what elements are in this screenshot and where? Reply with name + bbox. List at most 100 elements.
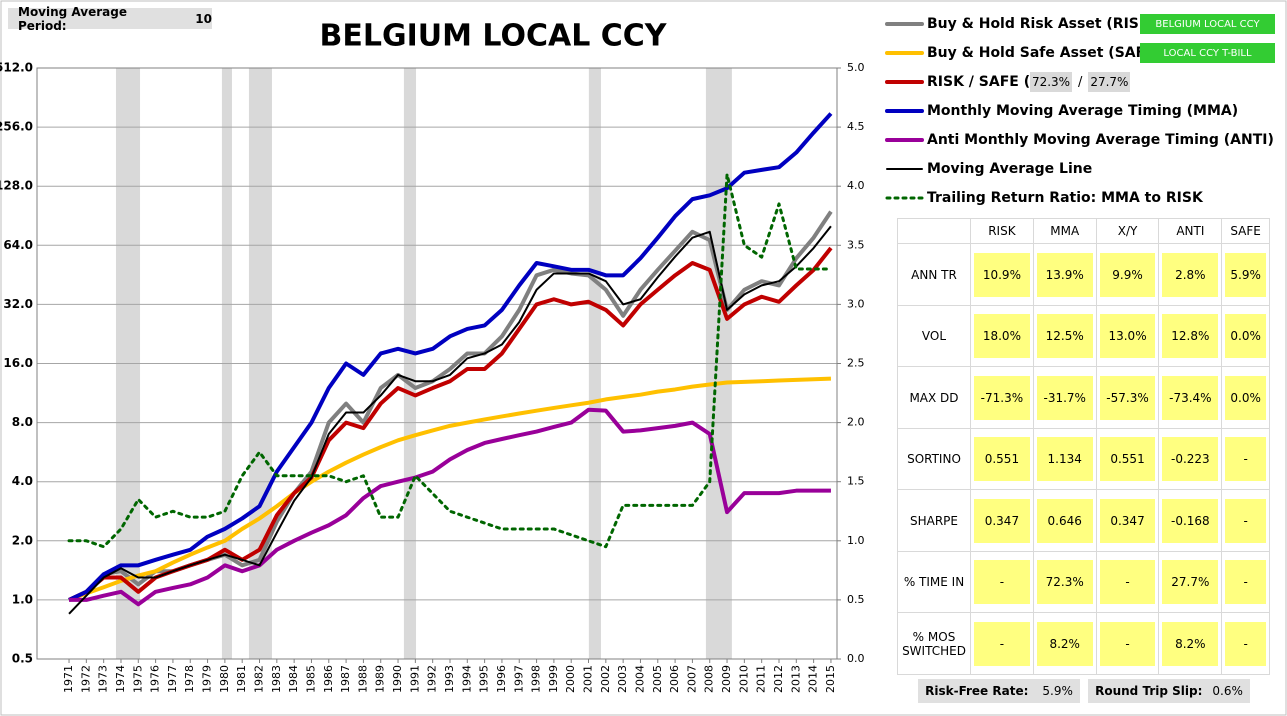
column-header: ANTI <box>1158 217 1223 245</box>
cell-value: 18.0% <box>974 314 1030 359</box>
cell-value: 0.551 <box>1099 437 1156 482</box>
x-tick-label: 1983 <box>270 665 283 693</box>
table-cell: 18.0% <box>970 304 1034 368</box>
table-cell: - <box>1095 550 1160 614</box>
table-cell: 0.0% <box>1221 366 1270 429</box>
row-label: SHARPE <box>897 489 971 552</box>
table-cell: 2.8% <box>1158 243 1223 306</box>
cell-value: 72.3% <box>1036 560 1093 605</box>
period-value: 10 <box>195 11 212 26</box>
x-tick-label: 1998 <box>530 665 543 693</box>
column-header: X/Y <box>1095 217 1160 245</box>
table-row: % TIME IN -72.3% -27.7% - <box>897 550 1270 614</box>
series-line <box>68 376 832 602</box>
table-cell: 72.3% <box>1032 550 1097 614</box>
x-tick-label: 2013 <box>789 665 802 693</box>
x-tick-label: 2010 <box>737 665 750 693</box>
table-row: MAX DD -71.3% -31.7% -57.3% -73.4% 0.0% <box>897 366 1270 429</box>
x-tick-label: 1971 <box>62 665 75 693</box>
cell-value: - <box>1099 560 1156 605</box>
legend-swatch <box>885 196 924 200</box>
table-cell: -0.168 <box>1158 489 1223 552</box>
cell-value: 0.0% <box>1225 314 1266 359</box>
y-tick-label: 1.0 <box>12 592 33 606</box>
table-cell: - <box>1221 427 1270 491</box>
x-tick-label: 1980 <box>218 665 231 693</box>
y-tick-label: 4.0 <box>12 474 33 488</box>
x-tick-label: 2012 <box>772 665 785 693</box>
table-cell: 0.551 <box>970 427 1034 491</box>
slip: Round Trip Slip: 0.6% <box>1088 679 1250 703</box>
row-label: MAX DD <box>897 366 971 429</box>
row-label: % TIME IN <box>897 550 971 614</box>
risk-free-value: 5.9% <box>1042 684 1073 698</box>
x-tick-label: 2005 <box>651 665 664 693</box>
cell-value: 0.646 <box>1036 498 1093 543</box>
legend-entry: Anti Monthly Moving Average Timing (ANTI… <box>885 129 1274 151</box>
risk-free: Risk-Free Rate: 5.9% <box>918 679 1080 703</box>
legend-entry: Buy & Hold Risk Asset (RISK): <box>885 13 1162 35</box>
legend-label: Anti Monthly Moving Average Timing (ANTI… <box>927 132 1274 148</box>
column-header: RISK <box>970 217 1034 245</box>
table-cell: -73.4% <box>1158 366 1223 429</box>
table-cell: 0.551 <box>1095 427 1160 491</box>
table-row: SORTINO 0.551 1.134 0.551 -0.223- <box>897 427 1270 491</box>
period-label: Moving Average Period: <box>18 4 127 33</box>
legend-label: Moving Average Line <box>927 161 1093 177</box>
x-weight: 72.3% <box>1030 72 1072 92</box>
column-header: MMA <box>1032 217 1097 245</box>
legend-swatch <box>886 168 923 170</box>
x-tick-label: 1981 <box>235 665 248 693</box>
legend-entry: Moving Average Line <box>885 158 1092 180</box>
table-cell: 0.0% <box>1221 304 1270 368</box>
x-tick-label: 1982 <box>253 665 266 693</box>
cell-value: 8.2% <box>1162 621 1219 666</box>
separator: / <box>1078 74 1083 90</box>
table-cell: - <box>1221 489 1270 552</box>
table-row: SHARPE 0.347 0.646 0.347 -0.168- <box>897 489 1270 552</box>
legend-label: Trailing Return Ratio: MMA to RISK <box>927 190 1203 206</box>
cell-value: 0.0% <box>1225 375 1266 420</box>
x-tick-label: 1994 <box>460 665 473 693</box>
row-label: % MOS SWITCHED <box>897 612 971 675</box>
cell-value: 12.8% <box>1162 314 1219 359</box>
cell-value: 12.5% <box>1036 314 1093 359</box>
table-cell: 0.347 <box>970 489 1034 552</box>
cell-value: - <box>974 560 1030 605</box>
legend-entry: Buy & Hold Safe Asset (SAFE): <box>885 42 1167 64</box>
cell-value: 1.134 <box>1036 437 1093 482</box>
row-label: ANN TR <box>897 243 971 306</box>
x-tick-label: 1996 <box>495 665 508 693</box>
x-tick-label: 1974 <box>114 665 127 693</box>
table-cell: -0.223 <box>1158 427 1223 491</box>
table-cell: 12.8% <box>1158 304 1223 368</box>
y-tick-label: 16.0 <box>3 356 33 370</box>
table-cell: - <box>1095 612 1160 675</box>
stats-table: RISK MMA X/Y ANTI SAFE ANN TR 10.9% 13.9% 9.9% 2.… <box>897 217 1270 675</box>
x-tick-label: 1975 <box>131 665 144 693</box>
cell-value: -57.3% <box>1099 375 1156 420</box>
cell-value: 13.0% <box>1099 314 1156 359</box>
x-tick-label: 2006 <box>668 665 681 693</box>
cell-value: 0.347 <box>1099 498 1156 543</box>
cell-value: -73.4% <box>1162 375 1219 420</box>
y2-tick-label: 3.5 <box>847 238 865 251</box>
cell-value: 27.7% <box>1162 560 1219 605</box>
table-cell: -31.7% <box>1032 366 1097 429</box>
corner-cell <box>897 217 971 245</box>
x-tick-label: 2004 <box>633 665 646 693</box>
table-row: ANN TR 10.9% 13.9% 9.9% 2.8% 5.9% <box>897 243 1270 306</box>
legend-entry: Trailing Return Ratio: MMA to RISK <box>885 187 1203 209</box>
table-cell: 0.347 <box>1095 489 1160 552</box>
legend-label: Buy & Hold Safe Asset (SAFE): <box>927 45 1167 61</box>
cell-value: - <box>1225 498 1266 543</box>
cell-value: 2.8% <box>1162 252 1219 297</box>
x-tick-label: 1973 <box>97 665 110 693</box>
x-tick-label: 1985 <box>304 665 317 693</box>
weights: 72.3% / 27.7% <box>1030 72 1131 92</box>
y2-tick-label: 4.0 <box>847 179 865 192</box>
legend-swatch <box>885 138 924 142</box>
y-tick-label: 0.5 <box>12 652 33 666</box>
